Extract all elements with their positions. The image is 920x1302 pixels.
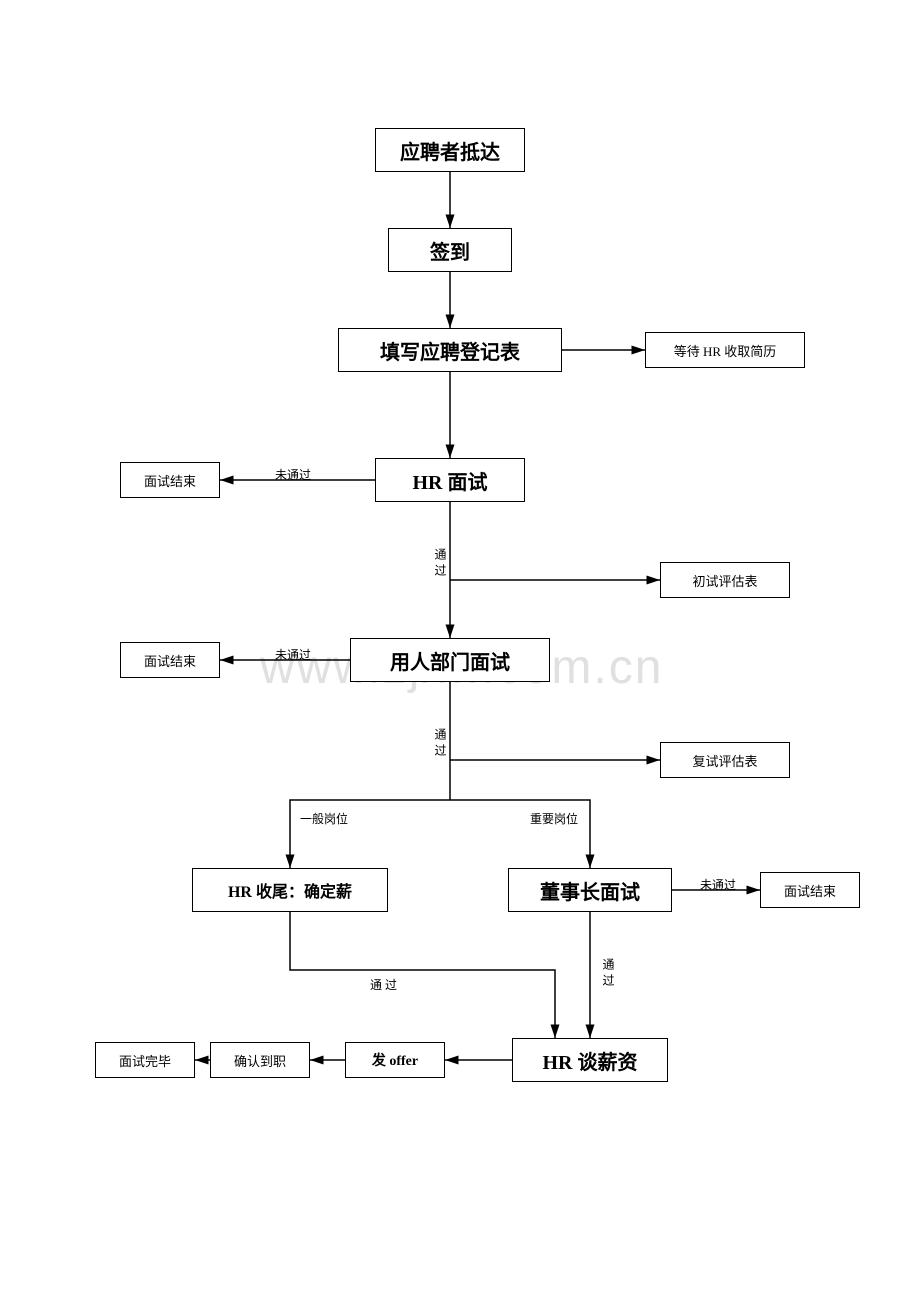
flowchart-canvas: www.zjxw.com.cn 应聘者抵达 签到 填写应聘登记表 等待 HR 收… [0,0,920,1302]
node-complete: 面试完毕 [95,1042,195,1078]
node-applicant-arrive: 应聘者抵达 [375,128,525,172]
edge-label: 重要岗位 [530,810,578,827]
edge-label: 通过 [432,728,449,760]
node-end-3: 面试结束 [760,872,860,908]
node-dept-interview: 用人部门面试 [350,638,550,682]
edge-label: 未通过 [700,876,736,893]
edge-label: 通过 [432,548,449,580]
edge-label: 一般岗位 [300,810,348,827]
node-checkin: 签到 [388,228,512,272]
node-second-eval: 复试评估表 [660,742,790,778]
edge-label: 通 过 [370,976,397,993]
node-send-offer: 发 offer [345,1042,445,1078]
node-hr-salary: HR 收尾：确定薪 [192,868,388,912]
node-first-eval: 初试评估表 [660,562,790,598]
edge-label: 未通过 [275,646,311,663]
node-hr-interview: HR 面试 [375,458,525,502]
node-hr-negotiate: HR 谈薪资 [512,1038,668,1082]
node-fill-form: 填写应聘登记表 [338,328,562,372]
node-chairman-interview: 董事长面试 [508,868,672,912]
node-end-2: 面试结束 [120,642,220,678]
edge-label: 通过 [600,958,617,990]
node-confirm-onboard: 确认到职 [210,1042,310,1078]
edge-label: 未通过 [275,466,311,483]
node-wait-hr: 等待 HR 收取简历 [645,332,805,368]
node-end-1: 面试结束 [120,462,220,498]
